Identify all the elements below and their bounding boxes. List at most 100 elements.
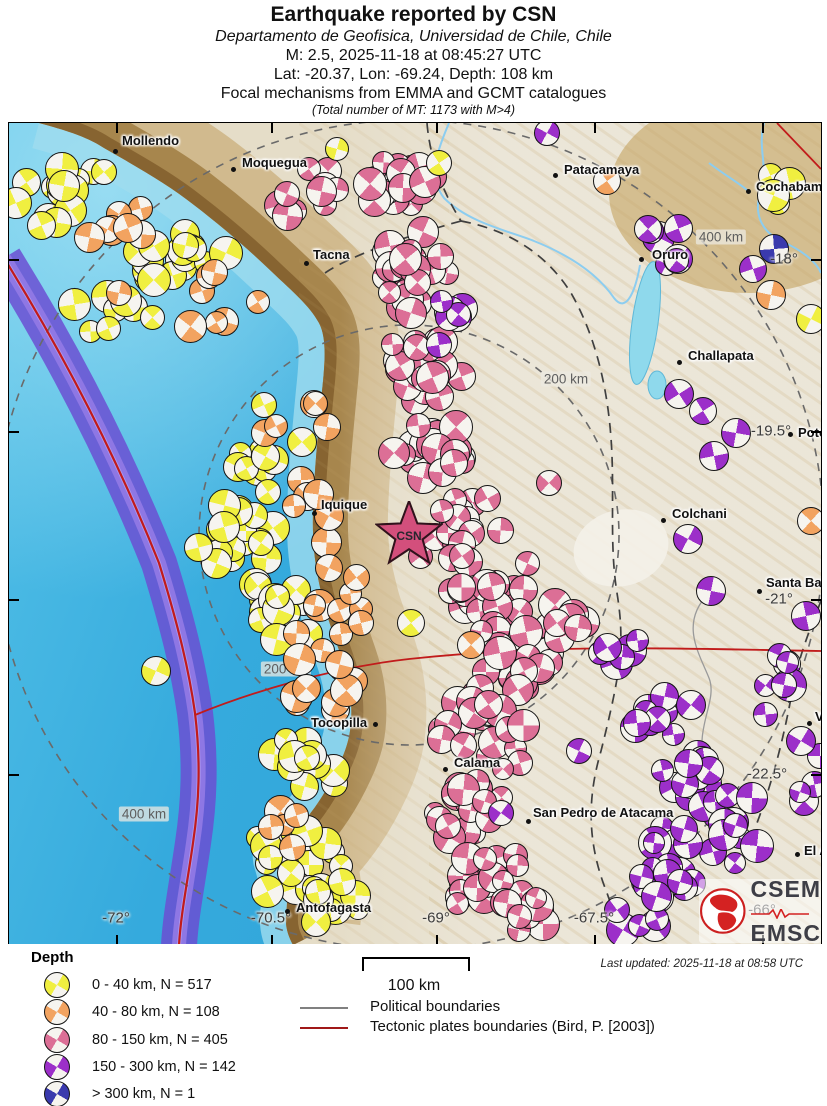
focal-mechanism-ball [625, 628, 649, 652]
city-label: Mollendo [122, 133, 180, 148]
focal-mechanism-ball [696, 576, 726, 606]
graticule-label: -21° [765, 590, 793, 608]
focal-mechanism-ball [106, 280, 132, 306]
focal-mechanism-ball [273, 181, 300, 208]
city-label: San Pedro de Atacama [533, 805, 674, 820]
epicenter-star[interactable]: CSN [373, 498, 445, 569]
focal-mechanism-ball [674, 749, 703, 779]
city-dot-icon [807, 721, 812, 726]
focal-mechanism-ball [669, 815, 698, 844]
graticule-tick [9, 599, 19, 601]
city-label: Villa [815, 709, 821, 724]
page-title: Earthquake reported by CSN [270, 3, 557, 26]
depth-legend-title: Depth [31, 949, 74, 966]
focal-mechanism-ball [292, 674, 322, 704]
distance-ring-label: 200 km [540, 371, 592, 387]
focal-mechanism-ball [448, 543, 475, 570]
city-label: Iquique [321, 497, 368, 512]
focal-mechanism-ball [255, 479, 281, 506]
graticule-tick [811, 431, 821, 433]
focal-mechanism-ball [699, 441, 729, 471]
graticule-label: -72° [102, 909, 130, 927]
tectonic-boundary-label: Tectonic plates boundaries (Bird, P. [20… [370, 1018, 655, 1035]
graticule-label: -22.5° [746, 765, 788, 783]
focal-mechanism-ball [136, 262, 171, 297]
star-icon [373, 498, 445, 565]
focal-mechanism-ball [245, 289, 270, 314]
focal-mechanism-ball [664, 379, 694, 409]
focal-mechanism-ball [796, 304, 821, 334]
focal-mechanism-ball [278, 833, 306, 861]
city-label: El Aguilar [804, 843, 821, 858]
epicenter-label: CSN [396, 529, 422, 543]
focal-mechanism-ball [739, 255, 767, 283]
focal-mechanism-ball [650, 759, 674, 783]
focal-mechanism-ball [258, 845, 284, 871]
focal-mechanism-ball [200, 259, 228, 287]
city-label: Antofagasta [296, 900, 372, 915]
focal-mechanism-ball [325, 649, 355, 679]
focal-mechanism-ball [57, 288, 91, 322]
graticule-tick [9, 259, 19, 261]
graticule-tick [271, 123, 273, 133]
city-label: Santa Barbara [766, 575, 822, 590]
graticule-tick [116, 123, 118, 133]
focal-mechanism-ball [264, 413, 289, 438]
focal-mechanism-ball [785, 726, 816, 757]
csem-emsc-logo[interactable]: CSEM EMSC [699, 876, 821, 945]
city-label: Patacamaya [564, 162, 640, 177]
seismogram-icon [750, 907, 809, 920]
graticule-tick [811, 599, 821, 601]
city-dot-icon [553, 173, 558, 178]
city-dot-icon [757, 589, 762, 594]
focal-mechanism-ball [139, 304, 165, 330]
tectonic-boundary-line-sample [300, 1027, 348, 1029]
focal-mechanism-ball [450, 732, 478, 760]
city-label: Oruro [652, 247, 689, 262]
focal-mechanism-ball [265, 583, 291, 609]
graticule-tick [594, 935, 596, 945]
city-label: Tocopilla [311, 715, 368, 730]
city-dot-icon [677, 360, 682, 365]
focal-mechanism-ball [171, 232, 199, 260]
focal-mechanism-ball [184, 533, 214, 562]
focal-mechanism-ball [507, 904, 532, 929]
focal-mechanism-ball [377, 280, 401, 304]
focal-mechanism-ball [389, 243, 423, 277]
focal-mechanism-ball [789, 781, 811, 804]
focal-mechanism-ball [325, 137, 349, 161]
graticule-tick [811, 774, 821, 776]
focal-mechanism-ball [776, 651, 799, 675]
focal-mechanism-ball [536, 470, 562, 496]
graticule-tick [9, 431, 19, 433]
focal-mechanism-ball [329, 673, 363, 707]
focal-mechanism-ball [457, 631, 485, 659]
focal-mechanism-ball [492, 757, 515, 780]
emsc-globe-icon [700, 888, 746, 934]
legend: Depth 0 - 40 km, N = 517 40 - 80 km, N = … [0, 944, 827, 1106]
focal-mechanism-ball [348, 610, 374, 636]
focal-mechanism-ball [593, 167, 621, 195]
graticule-label: -69° [422, 909, 450, 927]
focal-mechanism-ball [91, 159, 118, 186]
focal-mechanism-ball [791, 601, 821, 631]
depth-legend-ball-icon [44, 1053, 70, 1080]
focal-mechanism-ball [634, 215, 663, 243]
focal-mechanism-ball [622, 709, 651, 737]
focal-mechanism-ball [797, 507, 821, 535]
focal-mechanism-ball [524, 886, 547, 909]
logo-line1: CSEM [750, 876, 821, 902]
focal-mechanism-ball [300, 907, 331, 938]
depth-legend-ball-icon [44, 1026, 70, 1053]
focal-mechanism-ball [472, 846, 497, 871]
focal-mechanism-ball [723, 852, 746, 875]
focal-mechanism-ball [446, 573, 476, 603]
city-dot-icon [795, 852, 800, 857]
focal-mechanism-ball [283, 642, 317, 676]
magnitude-line: M: 2.5, 2025-11-18 at 08:45:27 UTC [285, 47, 542, 64]
focal-mechanism-ball [429, 289, 453, 313]
focal-mechanism-ball [304, 879, 331, 906]
focal-mechanism-ball [426, 150, 452, 176]
focal-mechanism-ball [564, 614, 592, 642]
